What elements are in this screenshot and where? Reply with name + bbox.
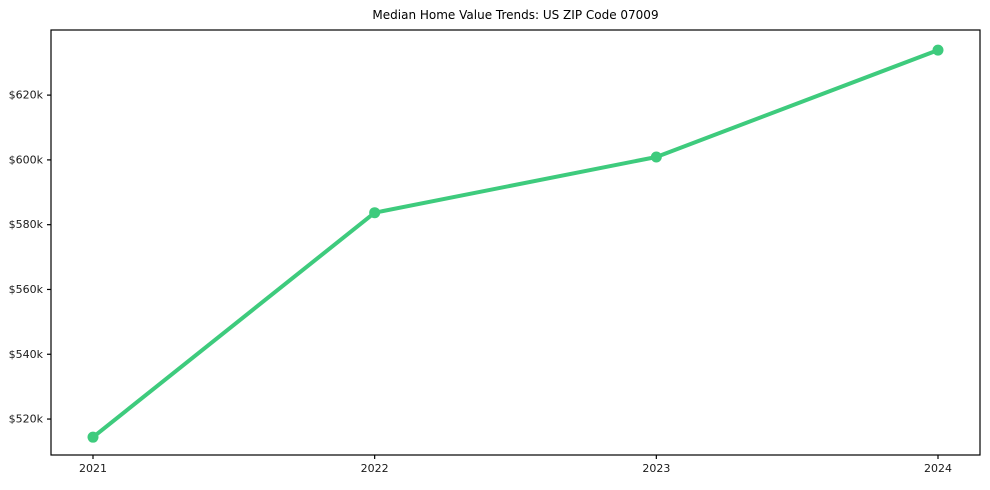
data-point-marker (932, 44, 944, 56)
y-tick-label: $600k (9, 153, 44, 166)
y-tick-label: $620k (9, 89, 44, 102)
x-tick-label: 2023 (642, 462, 670, 475)
data-point-marker (650, 151, 662, 163)
y-tick-label: $540k (9, 348, 44, 361)
chart-title: Median Home Value Trends: US ZIP Code 07… (372, 8, 659, 22)
y-tick-label: $520k (9, 413, 44, 426)
y-tick-label: $560k (9, 283, 44, 296)
x-tick-label: 2021 (79, 462, 107, 475)
x-tick-label: 2022 (361, 462, 389, 475)
data-point-marker (87, 431, 99, 443)
axes-frame (50, 29, 981, 456)
data-point-marker (369, 207, 381, 219)
y-tick-label: $580k (9, 218, 44, 231)
trend-line (91, 48, 940, 440)
x-tick-label: 2024 (924, 462, 952, 475)
